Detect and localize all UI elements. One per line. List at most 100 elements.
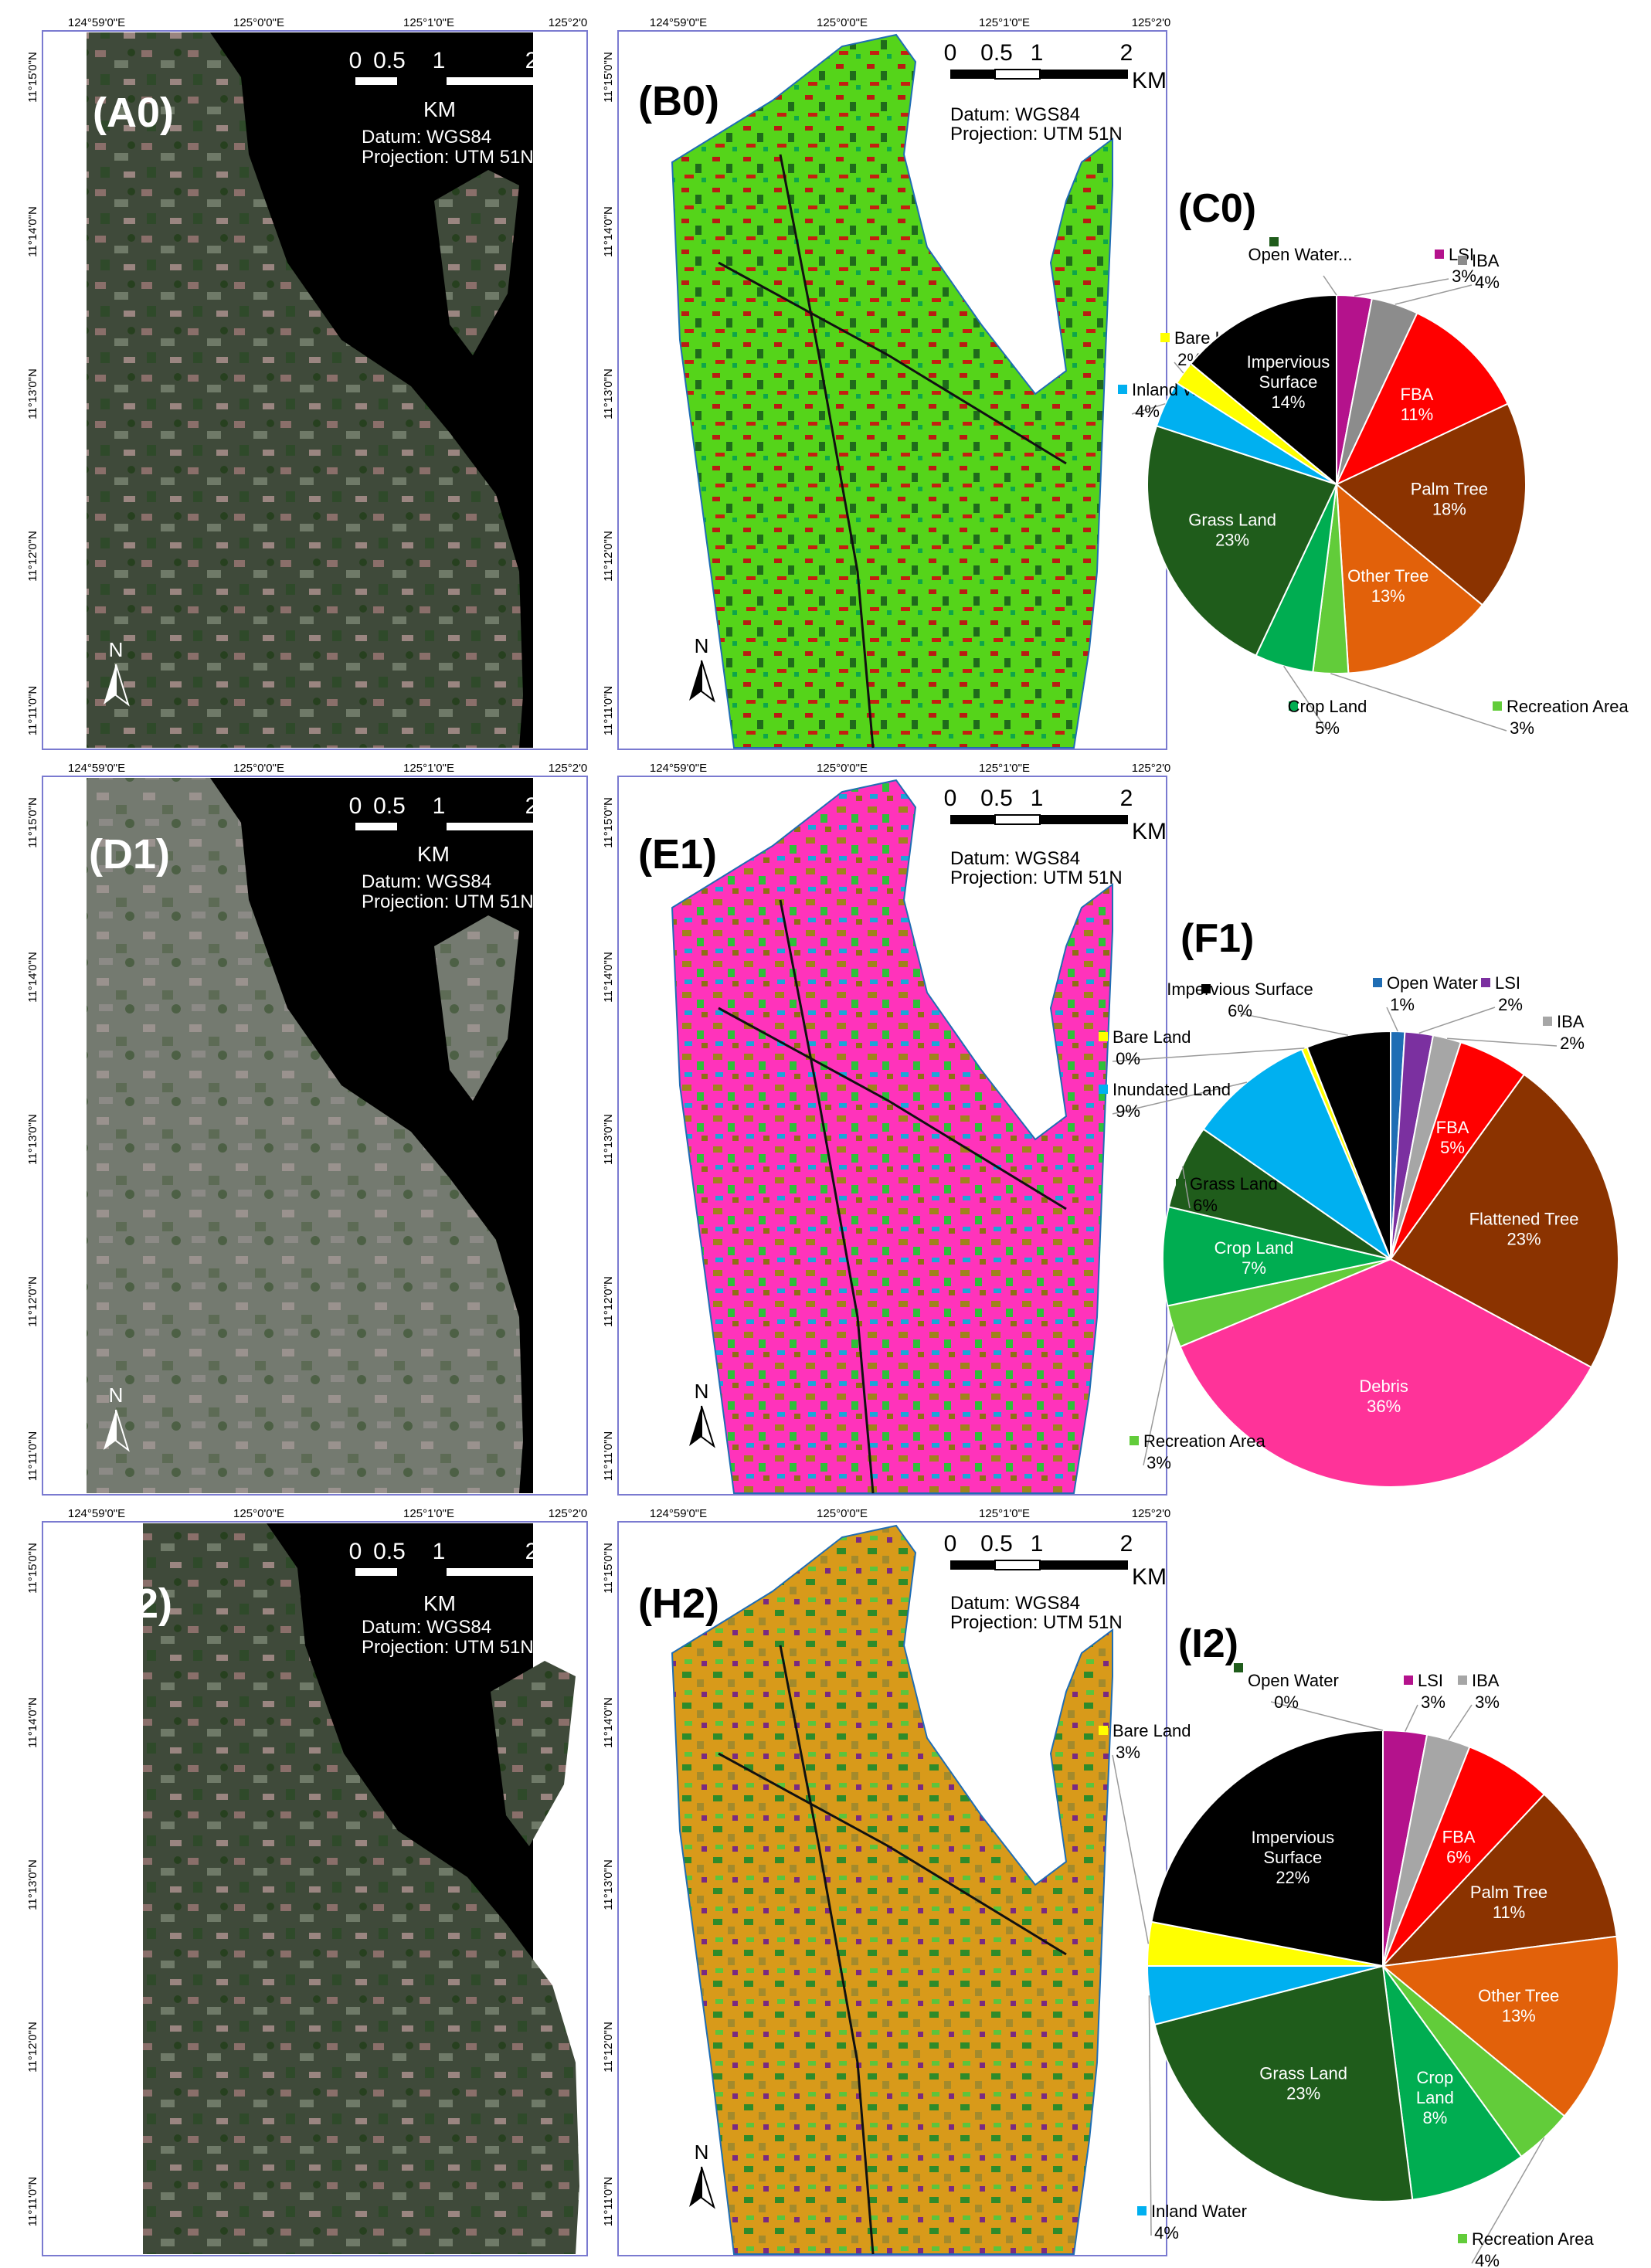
scale-number: 0 bbox=[944, 1531, 957, 1557]
lon-tick-label: 125°1'0"E bbox=[403, 762, 454, 775]
peninsula-area bbox=[491, 1661, 576, 1846]
classification-map-panel: N 0 0.5 1 2 124°59'0"E 125°0'0"E 125°1'0"E 125°2… bbox=[602, 762, 1170, 1496]
legend-marker bbox=[1373, 978, 1382, 987]
pie-slice-label: FBA bbox=[1442, 1827, 1476, 1846]
pie-callout-label: Inland Water bbox=[1151, 2202, 1247, 2221]
pie-callout-value: 3% bbox=[1510, 718, 1534, 738]
lat-tick-label: 11°13'0"N bbox=[602, 1114, 615, 1165]
pie-slice-label: Other Tree bbox=[1478, 1986, 1559, 2005]
pie-slice bbox=[1179, 1258, 1593, 1488]
classified-land bbox=[671, 779, 1113, 1494]
panel-label-f1: (F1) bbox=[1180, 916, 1255, 961]
scale-bar bbox=[1040, 70, 1128, 79]
lat-tick-label: 11°11'0"N bbox=[26, 2177, 39, 2227]
leader-line bbox=[1112, 1047, 1305, 1062]
north-arrow-icon bbox=[115, 1409, 130, 1452]
scale-number: 2 bbox=[1120, 1531, 1133, 1557]
panel-label-g2: (G2) bbox=[89, 1580, 172, 1627]
lon-tick-label: 125°0'0"E bbox=[233, 762, 284, 775]
north-arrow-icon bbox=[689, 1406, 702, 1446]
pie-slice bbox=[1147, 425, 1338, 657]
pie-callout-label: Open Water... bbox=[1248, 245, 1353, 264]
panel-label-d1: (D1) bbox=[89, 831, 170, 878]
pie-slice-label: Crop Land bbox=[1214, 1238, 1294, 1258]
pie-callout-label: Bare Land bbox=[1113, 1721, 1191, 1740]
datum-a0: Datum: WGS84 bbox=[362, 127, 492, 148]
legend-marker bbox=[1201, 984, 1211, 993]
pie-callout-value: 2% bbox=[1560, 1034, 1585, 1053]
north-arrow-icon bbox=[689, 660, 702, 701]
north-label: N bbox=[695, 1380, 709, 1403]
north-arrow-icon bbox=[701, 2166, 715, 2209]
projection-a0: Projection: UTM 51N bbox=[362, 147, 534, 168]
leader-line bbox=[1282, 665, 1328, 732]
km-e1: KM bbox=[1132, 819, 1167, 844]
pie-slice bbox=[1189, 294, 1337, 487]
lat-tick-label: 11°12'0"N bbox=[602, 2022, 615, 2073]
lat-tick-label: 11°13'0"N bbox=[26, 1114, 39, 1165]
pie-slice-label: Surface bbox=[1259, 372, 1317, 392]
north-arrow-icon bbox=[701, 1405, 715, 1448]
panel-label-a0: (A0) bbox=[93, 90, 174, 136]
pie-callout-label: Inundated Land bbox=[1113, 1080, 1231, 1099]
legend-marker bbox=[1099, 1032, 1108, 1041]
projection-d1: Projection: UTM 51N bbox=[362, 891, 534, 912]
pie-callout-label: LSI bbox=[1418, 1671, 1443, 1690]
lon-tick-label: 125°1'0"E bbox=[979, 762, 1030, 775]
lon-tick-label: 125°2'0 bbox=[549, 1507, 588, 1520]
pie-slice-label: Debris bbox=[1359, 1377, 1408, 1396]
satellite-map-panel: N 0 0.5 1 2 124°59'0"E 125°0'0"E 125°1'0"E 125°2… bbox=[26, 16, 588, 750]
lon-tick-label: 124°59'0"E bbox=[68, 1507, 125, 1520]
pie-slice bbox=[1382, 1965, 1523, 2201]
pie-slice-value: 6% bbox=[1446, 1847, 1471, 1866]
datum-g2: Datum: WGS84 bbox=[362, 1617, 492, 1638]
projection-e1: Projection: UTM 51N bbox=[950, 867, 1123, 888]
pie-callout-value: 9% bbox=[1116, 1102, 1140, 1121]
lon-tick-label: 125°1'0"E bbox=[403, 1507, 454, 1520]
pie-callout-label: Grass Land bbox=[1190, 1174, 1278, 1193]
pie-slice-label: Impervious bbox=[1247, 352, 1330, 372]
leader-line bbox=[1354, 278, 1449, 297]
scale-bar bbox=[447, 77, 533, 85]
legend-marker bbox=[1458, 1676, 1467, 1685]
pie-callout-label: Crop Land bbox=[1288, 697, 1367, 716]
leader-line bbox=[1405, 1704, 1418, 1732]
projection-b0: Projection: UTM 51N bbox=[950, 124, 1123, 144]
pie-callout-label: LSI bbox=[1495, 973, 1520, 993]
pie-slice-label: Surface bbox=[1263, 1848, 1322, 1867]
pie-callout-label: Open Water bbox=[1248, 1671, 1339, 1690]
pie-callout-value: 0% bbox=[1116, 1049, 1140, 1068]
lon-tick-label: 125°0'0"E bbox=[817, 762, 868, 775]
legend-marker bbox=[1234, 1663, 1243, 1672]
pie-slice-value: 22% bbox=[1276, 1868, 1310, 1887]
scale-number: 1 bbox=[1031, 786, 1044, 811]
lon-tick-label: 125°0'0"E bbox=[233, 1507, 284, 1520]
pie-callout-value: 3% bbox=[1421, 1693, 1445, 1712]
lat-tick-label: 11°11'0"N bbox=[26, 686, 39, 736]
pie-callout-value: 4% bbox=[1154, 2223, 1179, 2243]
pie-slice-label: Grass Land bbox=[1188, 510, 1276, 529]
pie-slice-label: FBA bbox=[1401, 385, 1434, 404]
pie-callout-label: IBA bbox=[1472, 1671, 1500, 1690]
pie-slice-label: Flattened Tree bbox=[1469, 1209, 1579, 1228]
lat-tick-label: 11°12'0"N bbox=[26, 1276, 39, 1327]
leader-line bbox=[1270, 1701, 1384, 1731]
legend-marker bbox=[1130, 1436, 1139, 1445]
satellite-map-panel: N 0 0.5 1 2 124°59'0"E 125°0'0"E 125°1'0"E 125°2… bbox=[26, 1507, 588, 2256]
north-arrow-icon bbox=[104, 664, 116, 705]
pie-callout-value: 3% bbox=[1147, 1453, 1171, 1472]
lon-tick-label: 124°59'0"E bbox=[650, 762, 707, 775]
leader-line bbox=[1112, 1081, 1248, 1115]
scale-number: 2 bbox=[525, 793, 538, 819]
road-line bbox=[779, 899, 875, 1494]
pie-callout-label: Recreation Area bbox=[1143, 1431, 1266, 1451]
pie-slice-value: 18% bbox=[1432, 499, 1466, 518]
lat-tick-label: 11°13'0"N bbox=[602, 1859, 615, 1910]
map-panels: N 0 0.5 1 2 124°59'0"E 125°0'0"E 125°1'0"E 125°2… bbox=[26, 16, 1170, 2256]
pie-slice bbox=[1153, 1964, 1414, 2202]
lat-tick-label: 11°15'0"N bbox=[26, 797, 39, 848]
panel-label-h2: (H2) bbox=[638, 1580, 719, 1627]
